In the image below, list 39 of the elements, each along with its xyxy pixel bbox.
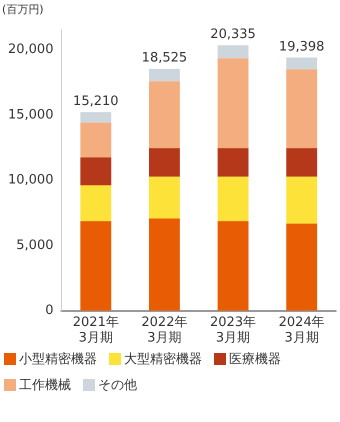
total-label: 20,335 (210, 27, 256, 42)
bar (148, 218, 180, 311)
total-label: 15,210 (73, 94, 119, 110)
legend-label: 医療機器 (229, 351, 281, 368)
bar (80, 122, 112, 158)
legend-label: その他 (98, 377, 137, 394)
bar (286, 176, 318, 224)
y-tick-label: 20,000 (8, 42, 54, 57)
y-tick-label: 15,000 (8, 107, 54, 122)
bar (148, 81, 180, 148)
x-tick-label: 2021年 3月期 (72, 314, 119, 346)
bar (218, 176, 248, 222)
y-tick-label: 0 (45, 303, 54, 318)
bar (218, 58, 248, 148)
bar (148, 68, 180, 82)
legend-label: 工作機械 (19, 377, 71, 394)
bar (218, 45, 248, 58)
total-label: 19,398 (278, 39, 324, 54)
bar (286, 69, 318, 148)
bar (218, 148, 248, 177)
bar (148, 148, 180, 177)
bar (148, 176, 180, 218)
total-label: 18,525 (142, 50, 188, 66)
x-tick-label: 2023年 3月期 (210, 314, 256, 346)
bar (80, 157, 112, 186)
bar (80, 112, 112, 123)
bar (80, 185, 112, 222)
legend-label: 大型精密機器 (124, 351, 202, 368)
bar (286, 57, 318, 70)
bar (286, 148, 318, 177)
x-tick-label: 2024年 3月期 (278, 314, 325, 346)
bar (286, 224, 318, 311)
legend-label: 小型精密機器 (19, 351, 97, 368)
bar (218, 221, 248, 311)
x-tick-label: 2022年 3月期 (141, 314, 188, 346)
y-tick-label: 10,000 (8, 172, 54, 188)
bar (80, 221, 112, 311)
y-tick-label: 5,000 (16, 238, 54, 253)
y-axis-title: (百万円) (2, 2, 44, 17)
